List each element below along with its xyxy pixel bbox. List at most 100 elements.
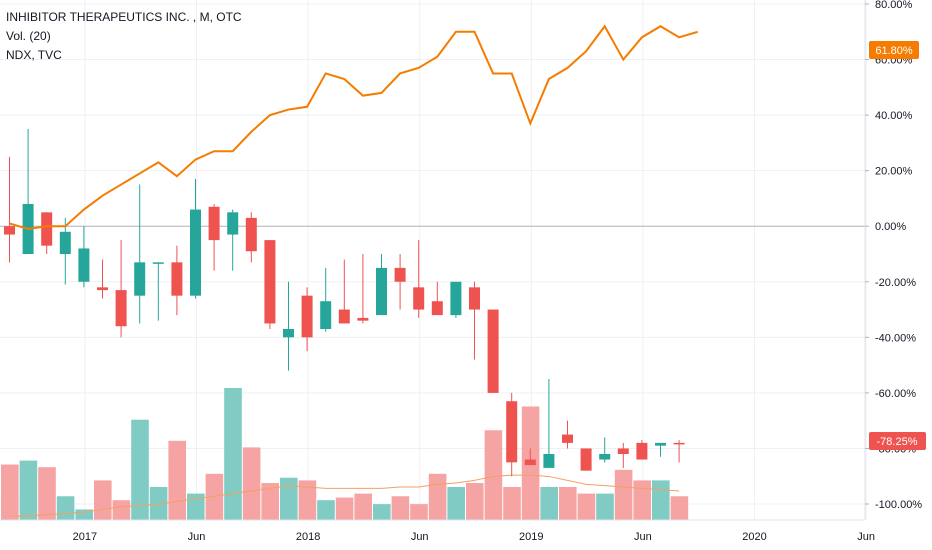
- symbol-last-value-badge: [869, 432, 926, 450]
- candle-body: [562, 434, 573, 443]
- volume-bar: [19, 460, 38, 520]
- volume-bar: [38, 467, 56, 520]
- candle[interactable]: [115, 240, 127, 338]
- compare-last-value-label: 61.80%: [875, 45, 913, 57]
- candle[interactable]: [506, 392, 518, 477]
- candle-body: [301, 295, 313, 338]
- candle[interactable]: [376, 254, 387, 316]
- candle-body: [394, 267, 406, 282]
- candle-body: [617, 448, 629, 454]
- volume-bar: [1, 464, 19, 520]
- candle[interactable]: [301, 287, 313, 352]
- legend-compare[interactable]: NDX, TVC: [6, 48, 62, 62]
- volume-moving-average-line: [9, 474, 680, 517]
- candle-body: [190, 209, 201, 296]
- volume-bar: [298, 480, 317, 520]
- candle[interactable]: [208, 204, 220, 271]
- x-tick-label: 2020: [742, 531, 766, 543]
- candle-body: [320, 301, 332, 329]
- volume-bar: [280, 477, 298, 520]
- volume-bar: [131, 419, 149, 520]
- candle[interactable]: [41, 212, 53, 254]
- candle[interactable]: [617, 442, 629, 468]
- volume-bar: [242, 447, 261, 520]
- volume-bar: [75, 509, 93, 520]
- candle[interactable]: [413, 240, 425, 318]
- volume-bar: [503, 487, 521, 520]
- volume-bar: [410, 504, 428, 520]
- candle[interactable]: [59, 217, 71, 285]
- candle[interactable]: [394, 254, 406, 310]
- candle[interactable]: [171, 245, 183, 316]
- x-tick-label: Jun: [857, 531, 875, 543]
- volume-bar: [335, 497, 354, 520]
- candle-body: [338, 309, 350, 324]
- candle[interactable]: [134, 184, 146, 324]
- candle-body: [227, 212, 239, 235]
- candle-body: [283, 329, 294, 338]
- candle-body: [524, 459, 536, 466]
- candle[interactable]: [190, 179, 201, 299]
- volume-bar: [428, 473, 447, 520]
- volume-bar: [447, 487, 465, 520]
- candle-body: [469, 287, 480, 310]
- x-tick-label: Jun: [188, 531, 206, 543]
- candle[interactable]: [338, 259, 350, 324]
- candle-body: [599, 454, 611, 460]
- candle[interactable]: [283, 281, 294, 371]
- candle[interactable]: [524, 448, 536, 466]
- candle[interactable]: [562, 420, 573, 449]
- candle[interactable]: [543, 379, 555, 468]
- candle[interactable]: [227, 209, 239, 271]
- volume-bar: [670, 496, 689, 520]
- time-axis[interactable]: 2017 Jun 2018 Jun 2019 Jun 2020 Jun: [73, 531, 875, 543]
- last-value-badges: 61.80% -78.25%: [869, 41, 926, 450]
- candle[interactable]: [487, 309, 499, 393]
- candle-body: [487, 309, 499, 393]
- candle[interactable]: [450, 281, 462, 318]
- candle-body: [208, 206, 220, 241]
- volume-bar: [614, 469, 633, 520]
- candle[interactable]: [599, 437, 611, 463]
- candle-body: [4, 226, 15, 235]
- candle[interactable]: [580, 448, 592, 471]
- volume-bar: [391, 496, 410, 520]
- candle-body: [413, 287, 425, 310]
- candle-body: [134, 262, 146, 296]
- x-tick-label: Jun: [634, 531, 652, 543]
- volume-bar: [652, 480, 670, 520]
- candle-body: [264, 240, 276, 324]
- candle[interactable]: [636, 440, 648, 460]
- candle[interactable]: [22, 129, 34, 254]
- candle[interactable]: [320, 267, 332, 332]
- candle-body: [543, 454, 555, 468]
- candle[interactable]: [431, 281, 443, 316]
- volume-bar: [56, 496, 75, 520]
- candle[interactable]: [264, 240, 276, 329]
- candle[interactable]: [673, 440, 685, 463]
- candle[interactable]: [78, 226, 90, 288]
- x-tick-label: 2017: [73, 531, 97, 543]
- volume-bar: [112, 500, 131, 520]
- candle-body: [97, 287, 108, 291]
- legend-volume[interactable]: Vol. (20): [6, 29, 51, 43]
- x-tick-label: 2018: [296, 531, 320, 543]
- candlesticks[interactable]: [4, 129, 685, 477]
- candle[interactable]: [469, 281, 480, 360]
- volume-bar: [354, 493, 372, 520]
- ndx-compare-line[interactable]: [9, 24, 698, 231]
- candle[interactable]: [4, 156, 15, 263]
- volume-bar: [373, 504, 391, 520]
- candle-body: [655, 442, 666, 446]
- volume-bar: [205, 473, 224, 520]
- candle[interactable]: [152, 262, 164, 321]
- candle[interactable]: [97, 259, 108, 299]
- candle[interactable]: [245, 212, 257, 263]
- candle[interactable]: [655, 442, 666, 457]
- y-tick-label: 40.00%: [875, 110, 913, 122]
- volume-bar: [540, 487, 558, 520]
- candle[interactable]: [357, 254, 369, 324]
- y-tick-label: 0.00%: [875, 221, 906, 233]
- legend-symbol[interactable]: INHIBITOR THERAPEUTICS INC. , M, OTC: [6, 10, 242, 24]
